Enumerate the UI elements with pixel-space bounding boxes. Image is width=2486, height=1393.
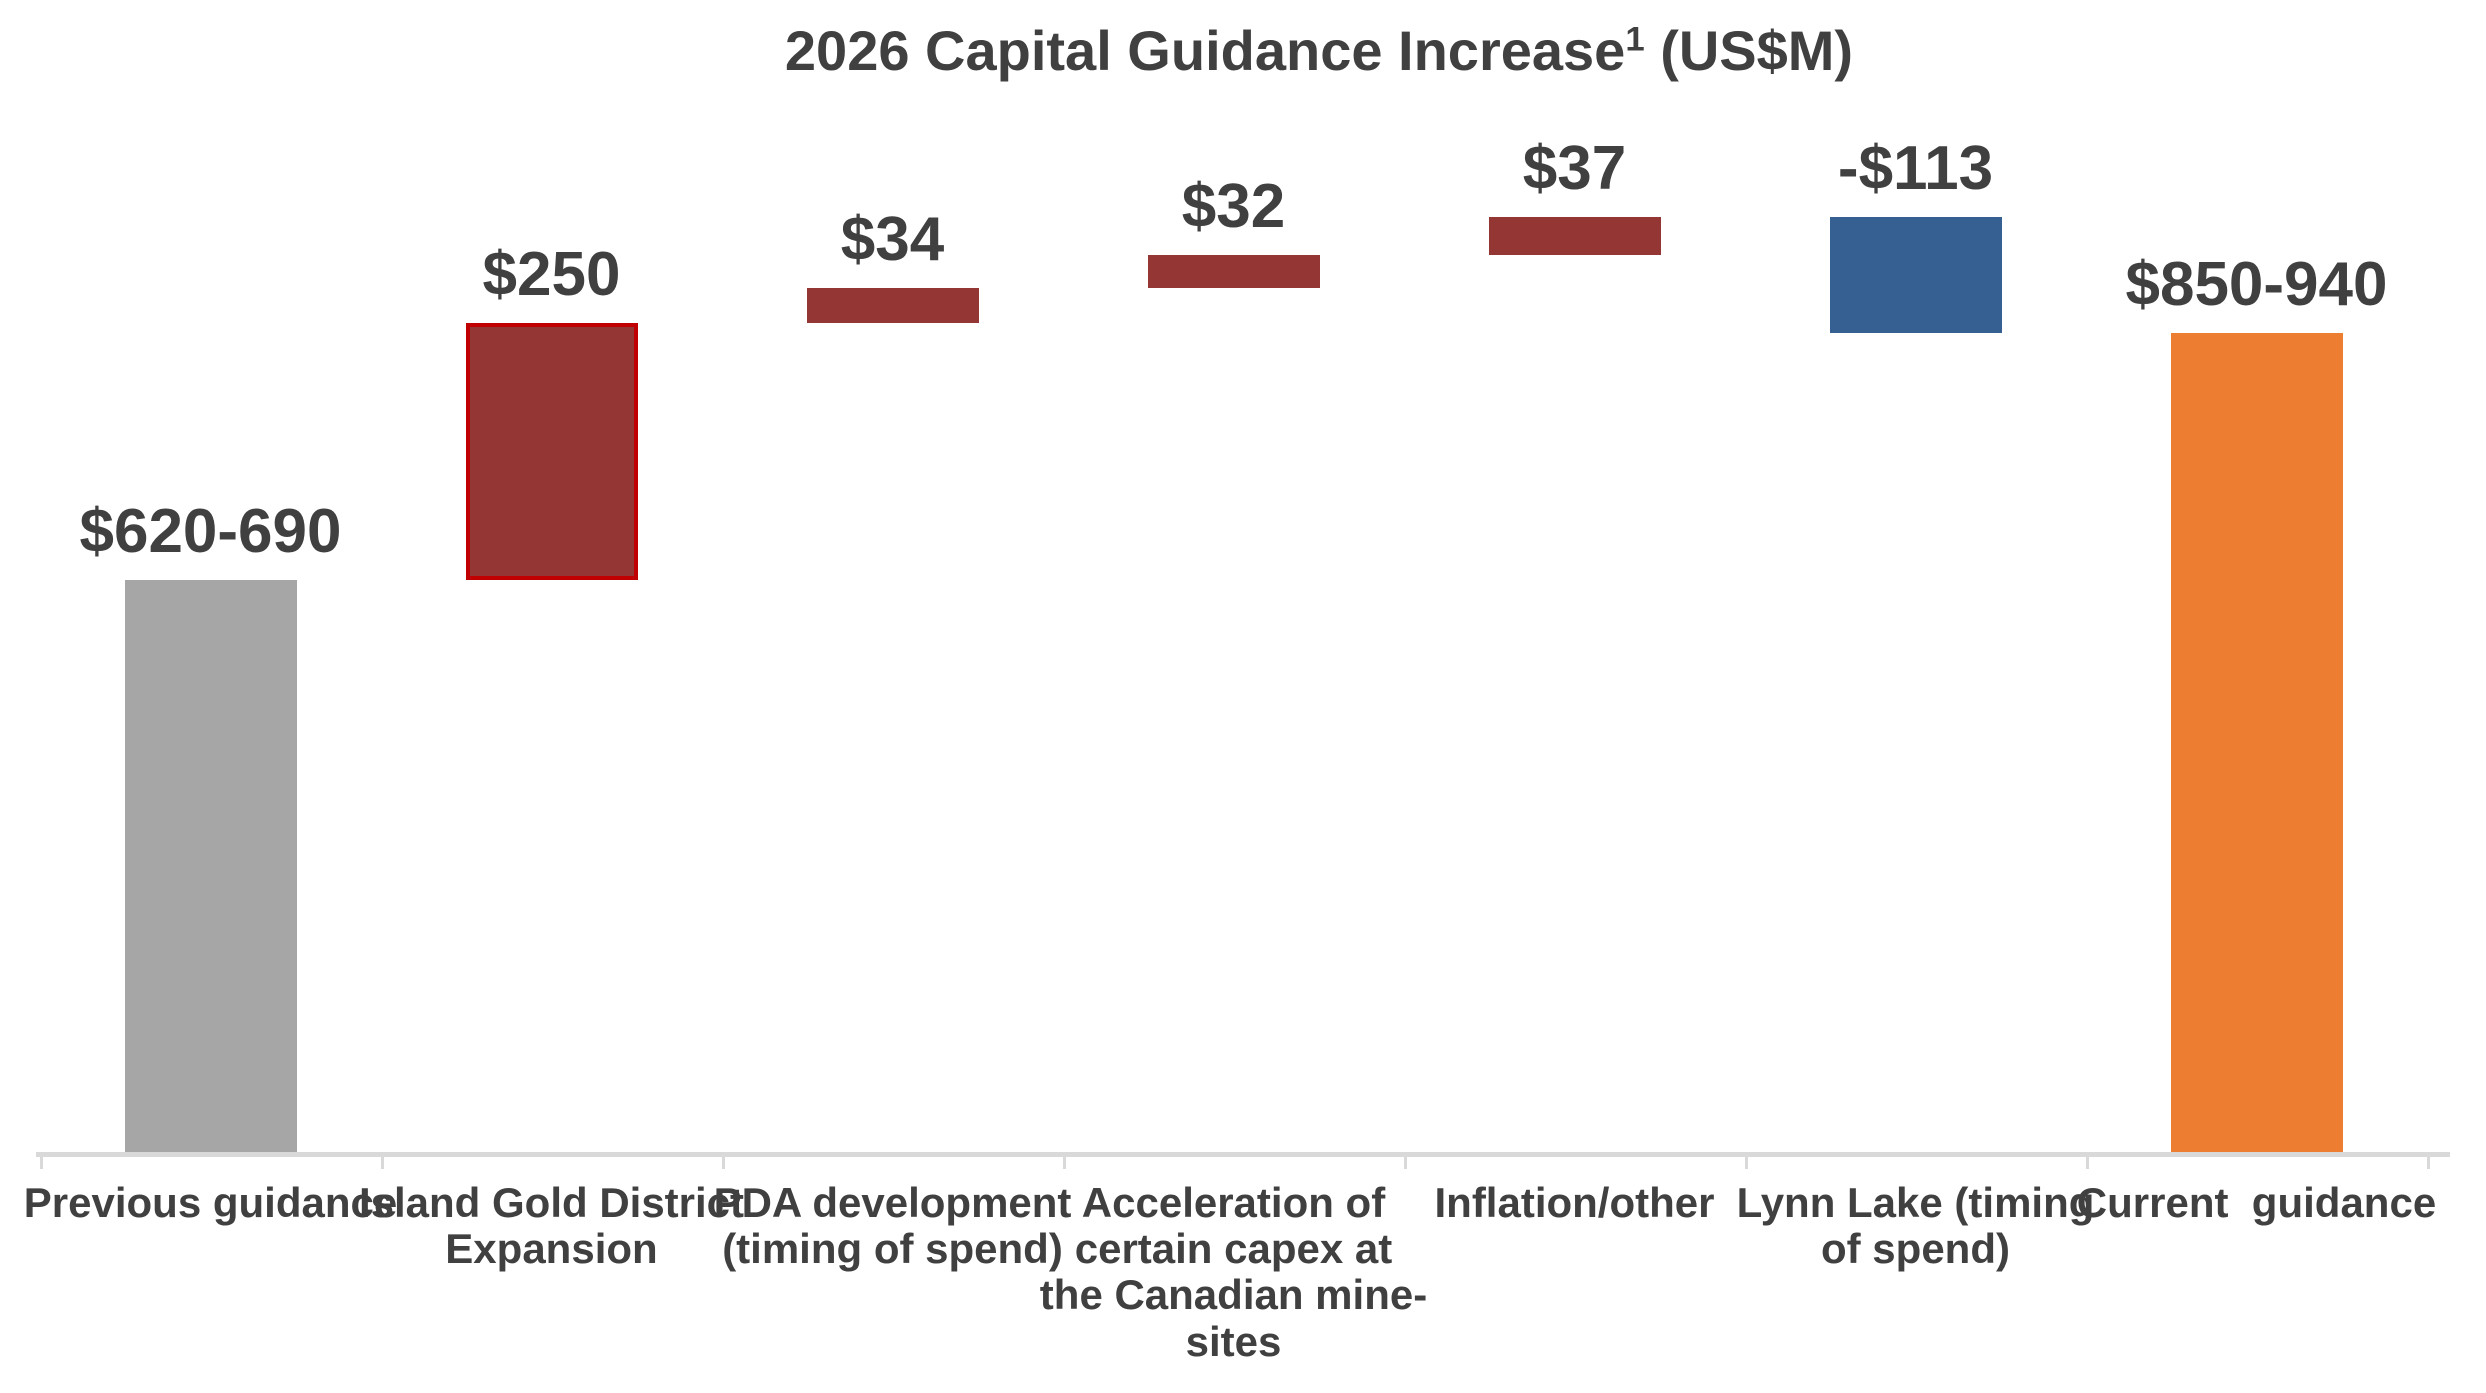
bar: [806, 287, 979, 323]
x-axis-tick: [1063, 1152, 1066, 1169]
category-label: Current guidance: [2076, 1179, 2437, 1226]
bar-value-label: $34: [840, 204, 945, 274]
x-axis-tick: [2086, 1152, 2089, 1169]
category-label: Inflation/other: [1434, 1179, 1715, 1226]
category-label: Previous guidance: [23, 1179, 398, 1226]
category-label: Lynn Lake (timing of spend): [1736, 1179, 2095, 1273]
x-axis-tick: [1745, 1152, 1748, 1169]
category-label: Acceleration of certain capex at the Can…: [1039, 1179, 1428, 1365]
bar-value-label: -$113: [1837, 133, 1994, 203]
chart-title-units: (US$M): [1644, 19, 1854, 82]
x-axis-tick: [381, 1152, 384, 1169]
bar: [1488, 216, 1661, 255]
bar: [1829, 216, 2002, 334]
bar-value-label: $32: [1181, 171, 1286, 241]
bar-value-label: $37: [1522, 133, 1627, 203]
x-axis-tick: [40, 1152, 43, 1169]
chart-title-superscript: 1: [1625, 20, 1645, 59]
bar-value-label: $850-940: [2125, 250, 2388, 320]
x-axis-tick: [1404, 1152, 1407, 1169]
category-label: Island Gold District Expansion: [358, 1179, 745, 1273]
chart-title: 2026 Capital Guidance Increase1 (US$M): [76, 18, 2486, 83]
category-label: PDA development (timing of spend): [713, 1179, 1072, 1273]
bar: [465, 322, 638, 581]
x-axis-line: [36, 1152, 2450, 1157]
chart-title-text: 2026 Capital Guidance Increase: [784, 19, 1626, 82]
bar-value-label: $620-690: [79, 497, 342, 567]
x-axis-tick: [2427, 1152, 2430, 1169]
bar: [2170, 333, 2343, 1152]
bar: [1147, 254, 1320, 288]
bar: [124, 580, 297, 1152]
x-axis-tick: [722, 1152, 725, 1169]
bar-value-label: $250: [482, 239, 621, 309]
